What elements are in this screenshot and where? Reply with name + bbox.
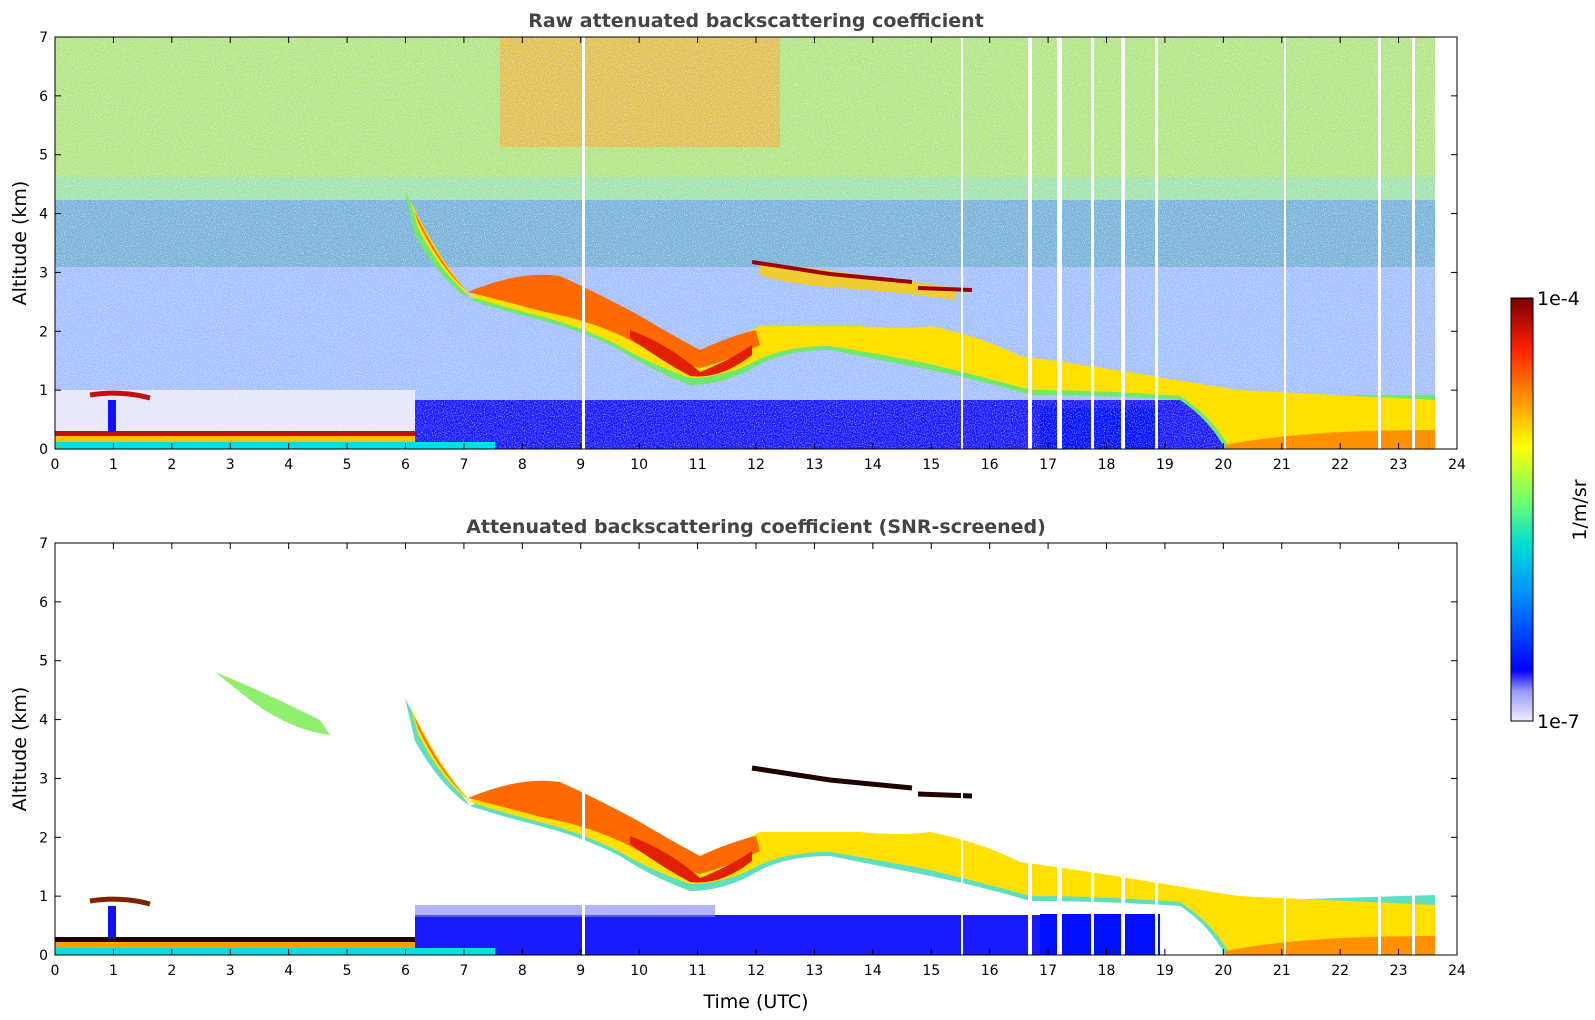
x-tick-label: 17 bbox=[1039, 457, 1057, 473]
panel-screened-ylabel: Altitude (km) bbox=[9, 687, 31, 812]
x-tick-label: 24 bbox=[1448, 963, 1466, 979]
panel-screened: Attenuated backscattering coefficient (S… bbox=[9, 516, 1466, 1013]
x-tick-label: 24 bbox=[1448, 457, 1466, 473]
x-tick-label: 6 bbox=[401, 457, 410, 473]
x-tick-label: 22 bbox=[1331, 457, 1349, 473]
panel-screened-xlabel: Time (UTC) bbox=[702, 991, 808, 1013]
x-tick-label: 19 bbox=[1156, 457, 1174, 473]
y-tick-label: 6 bbox=[39, 595, 48, 611]
colorbar: 1e-4 1e-7 1/m/sr bbox=[1510, 288, 1591, 733]
x-tick-label: 6 bbox=[401, 963, 410, 979]
panel-screened-frame bbox=[54, 542, 1458, 956]
x-tick-label: 13 bbox=[806, 457, 824, 473]
x-tick-label: 0 bbox=[51, 963, 60, 979]
x-tick-label: 5 bbox=[343, 457, 352, 473]
x-tick-label: 18 bbox=[1098, 457, 1116, 473]
panel-screened-x-ticks: 0 1 2 3 4 5 6 7 8 9 10 11 12 13 14 15 16 17 18 19 20 21 22 23 24 bbox=[51, 543, 1466, 979]
screened-upper-cloud-layer bbox=[215, 672, 1435, 955]
x-tick-label: 16 bbox=[981, 457, 999, 473]
y-tick-label: 0 bbox=[39, 442, 48, 458]
y-tick-label: 1 bbox=[39, 383, 48, 399]
y-tick-label: 4 bbox=[39, 713, 48, 729]
x-tick-label: 23 bbox=[1390, 963, 1408, 979]
y-tick-label: 6 bbox=[39, 89, 48, 105]
x-tick-label: 5 bbox=[343, 963, 352, 979]
x-tick-label: 14 bbox=[864, 457, 882, 473]
x-tick-label: 23 bbox=[1390, 457, 1408, 473]
y-tick-label: 7 bbox=[39, 536, 48, 552]
screened-high-thin-layer bbox=[751, 765, 973, 799]
y-tick-label: 7 bbox=[39, 30, 48, 46]
x-tick-label: 4 bbox=[284, 963, 293, 979]
raw-boundary-layer bbox=[55, 390, 495, 449]
x-tick-label: 19 bbox=[1156, 963, 1174, 979]
x-tick-label: 1 bbox=[109, 963, 118, 979]
x-tick-label: 3 bbox=[226, 457, 235, 473]
x-tick-label: 8 bbox=[518, 963, 527, 979]
x-tick-label: 20 bbox=[1214, 457, 1232, 473]
y-tick-label: 2 bbox=[39, 830, 48, 846]
y-tick-label: 3 bbox=[39, 771, 48, 787]
x-tick-label: 20 bbox=[1214, 963, 1232, 979]
panel-raw-heatmap bbox=[55, 37, 1457, 449]
x-tick-label: 12 bbox=[747, 963, 765, 979]
panel-raw: Raw attenuated backscattering coefficien… bbox=[9, 10, 1466, 473]
x-tick-label: 10 bbox=[630, 457, 648, 473]
colorbar-unit-label: 1/m/sr bbox=[1569, 479, 1591, 540]
raw-data-gaps bbox=[582, 37, 1457, 449]
x-tick-label: 2 bbox=[167, 963, 176, 979]
x-tick-label: 21 bbox=[1273, 457, 1291, 473]
x-tick-label: 14 bbox=[864, 963, 882, 979]
x-tick-label: 22 bbox=[1331, 963, 1349, 979]
panel-screened-title: Attenuated backscattering coefficient (S… bbox=[466, 516, 1046, 538]
x-tick-label: 11 bbox=[689, 963, 707, 979]
colorbar-max-label: 1e-4 bbox=[1537, 288, 1580, 310]
x-tick-label: 4 bbox=[284, 457, 293, 473]
panel-screened-y-ticks: 0 1 2 3 4 5 6 7 bbox=[39, 536, 1457, 964]
x-tick-label: 7 bbox=[459, 963, 468, 979]
y-tick-label: 1 bbox=[39, 889, 48, 905]
x-tick-label: 8 bbox=[518, 457, 527, 473]
panel-raw-ylabel: Altitude (km) bbox=[9, 181, 31, 306]
colorbar-min-label: 1e-7 bbox=[1537, 711, 1580, 733]
screened-boundary-layer bbox=[55, 896, 495, 955]
y-tick-label: 0 bbox=[39, 948, 48, 964]
panel-raw-x-ticks: 0 1 2 3 4 5 6 7 8 9 10 11 12 13 14 15 16 17 18 19 20 21 22 23 24 bbox=[51, 37, 1466, 473]
x-tick-label: 9 bbox=[576, 457, 585, 473]
x-tick-label: 16 bbox=[981, 963, 999, 979]
x-tick-label: 15 bbox=[922, 457, 940, 473]
colorbar-gradient bbox=[1510, 297, 1534, 722]
x-tick-label: 9 bbox=[576, 963, 585, 979]
x-tick-label: 2 bbox=[167, 457, 176, 473]
panel-raw-title: Raw attenuated backscattering coefficien… bbox=[528, 10, 984, 32]
y-tick-label: 5 bbox=[39, 148, 48, 164]
y-tick-label: 4 bbox=[39, 207, 48, 223]
x-tick-label: 10 bbox=[630, 963, 648, 979]
x-tick-label: 3 bbox=[226, 963, 235, 979]
x-tick-label: 13 bbox=[806, 963, 824, 979]
y-tick-label: 3 bbox=[39, 265, 48, 281]
x-tick-label: 11 bbox=[689, 457, 707, 473]
panel-raw-y-ticks: 0 1 2 3 4 5 6 7 bbox=[39, 30, 1457, 458]
raw-background-signal bbox=[55, 37, 1435, 449]
x-tick-label: 1 bbox=[109, 457, 118, 473]
raw-high-thin-layer bbox=[751, 260, 973, 292]
x-tick-label: 12 bbox=[747, 457, 765, 473]
x-tick-label: 21 bbox=[1273, 963, 1291, 979]
x-tick-label: 0 bbox=[51, 457, 60, 473]
screened-low-signal bbox=[415, 905, 1160, 955]
screened-data-gaps bbox=[582, 543, 1457, 955]
panel-screened-heatmap bbox=[55, 543, 1457, 955]
y-tick-label: 5 bbox=[39, 654, 48, 670]
x-tick-label: 18 bbox=[1098, 963, 1116, 979]
x-tick-label: 7 bbox=[459, 457, 468, 473]
x-tick-label: 15 bbox=[922, 963, 940, 979]
y-tick-label: 2 bbox=[39, 324, 48, 340]
x-tick-label: 17 bbox=[1039, 963, 1057, 979]
